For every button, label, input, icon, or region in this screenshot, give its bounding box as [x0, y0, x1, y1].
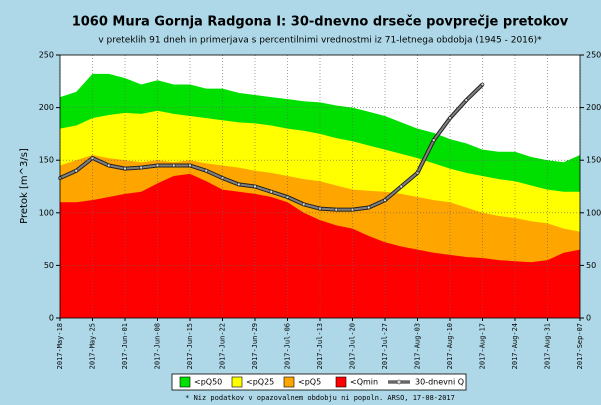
legend-swatch [231, 376, 243, 388]
y-tick-label: 150 [39, 156, 54, 165]
line-marker [90, 156, 95, 160]
line-marker [399, 184, 404, 189]
y-tick-label: 250 [39, 51, 54, 60]
y-axis-label: Pretok [m^3/s] [19, 148, 30, 224]
y2-tick-label: 150 [586, 156, 601, 165]
line-marker [285, 195, 290, 199]
y-tick-label: 0 [49, 314, 54, 323]
plot-border [59, 54, 581, 319]
x-tick-label: 2017-Jun-15 [186, 323, 194, 369]
y2-tick-label: 200 [586, 103, 601, 112]
line-marker [123, 166, 127, 171]
y-tick-label: 200 [39, 103, 54, 112]
legend-swatch [179, 376, 191, 388]
line-marker [334, 207, 339, 212]
line-marker [236, 182, 241, 187]
y2-tick-label: 100 [586, 208, 601, 217]
y2-tick-label: 0 [586, 314, 591, 323]
chart-title: 1060 Mura Gornja Radgona I: 30-dnevno dr… [72, 15, 569, 30]
line-marker [74, 168, 79, 173]
line-marker [366, 205, 371, 210]
legend-label: 30-dnevni Q [415, 378, 464, 387]
legend-label: <pQ50 [194, 378, 222, 387]
footnote: * Niz podatkov v opazovalnem obdobju ni … [185, 394, 455, 402]
legend-label: <Qmin [350, 378, 378, 387]
x-tick-label: 2017-Jun-08 [154, 323, 162, 369]
line-marker [171, 163, 176, 168]
line-marker [383, 198, 387, 202]
line-marker [139, 165, 144, 170]
x-tick-label: 2017-Jun-29 [251, 323, 259, 369]
legend-swatch [283, 376, 295, 388]
x-tick-label: 2017-Jul-13 [316, 323, 324, 369]
y-tick-label: 100 [39, 208, 54, 217]
x-tick-label: 2017-Sep-07 [576, 323, 584, 369]
x-tick-label: 2017-Jul-20 [349, 323, 357, 369]
line-marker [464, 98, 469, 103]
chart-subtitle: v preteklih 91 dneh in primerjava s perc… [98, 36, 542, 46]
area [60, 173, 580, 318]
x-tick-label: 2017-Aug-24 [511, 323, 519, 369]
x-tick-label: 2017-Aug-03 [414, 323, 422, 369]
x-tick-label: 2017-May-18 [56, 323, 64, 369]
x-tick-label: 2017-Jul-06 [284, 323, 292, 369]
x-tick-label: 2017-Jul-27 [381, 323, 389, 369]
legend-label: <pQ25 [246, 378, 274, 387]
legend-marker [396, 379, 402, 385]
legend-label: <pQ5 [298, 378, 321, 387]
x-tick-label: 2017-May-25 [89, 323, 97, 369]
line-marker [301, 202, 306, 207]
legend [171, 373, 467, 391]
line-marker [106, 163, 111, 168]
x-tick-label: 2017-Jun-22 [219, 323, 227, 369]
line-marker [269, 189, 274, 194]
x-tick-label: 2017-Aug-17 [479, 323, 487, 369]
legend-swatch [335, 376, 347, 388]
line-marker [431, 138, 436, 143]
line-marker [204, 168, 209, 173]
x-tick-label: 2017-Aug-31 [544, 323, 552, 369]
y2-tick-label: 250 [586, 51, 601, 60]
x-tick-label: 2017-Aug-10 [446, 323, 454, 369]
y2-tick-label: 50 [586, 261, 596, 270]
y-tick-label: 50 [44, 261, 54, 270]
x-tick-label: 2017-Jun-01 [121, 323, 129, 369]
